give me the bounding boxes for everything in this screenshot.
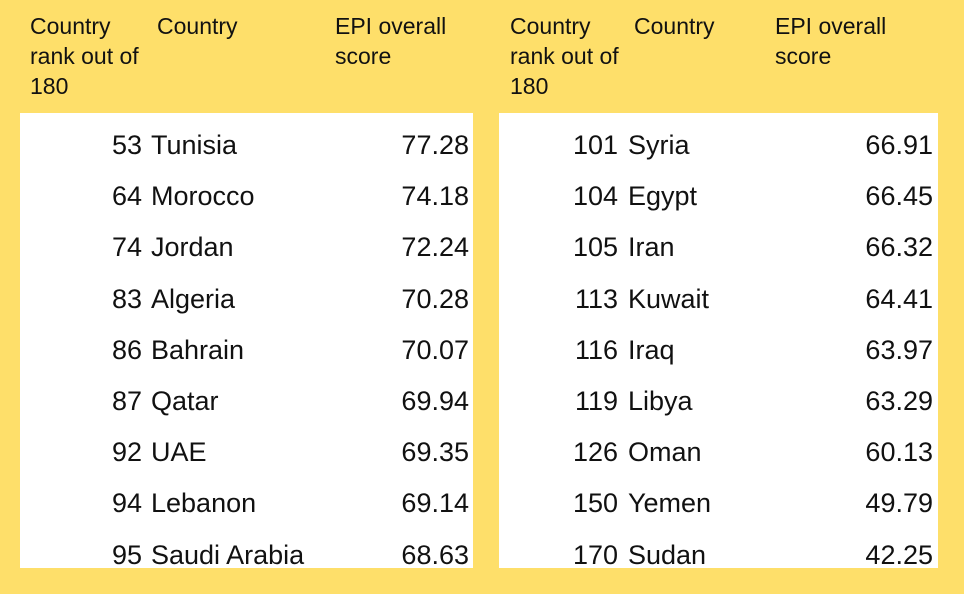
rank-cell: 104	[572, 181, 618, 212]
score-cell: 66.91	[865, 130, 933, 160]
rank-cell: 126	[572, 437, 618, 468]
country-cell: Lebanon	[151, 488, 257, 519]
score-cell: 69.14	[401, 488, 469, 519]
score-cell: 66.32	[865, 232, 933, 263]
rank-cell: 116	[574, 334, 618, 365]
country-cell: Syria	[628, 130, 690, 160]
score-cell: 72.24	[401, 232, 469, 263]
rank-cell: 94	[111, 488, 142, 519]
score-cell: 49.79	[865, 488, 933, 519]
rank-cell: 101	[572, 130, 618, 160]
rank-cell: 92	[111, 437, 142, 468]
rank-cell: 64	[111, 181, 142, 212]
score-cell: 64.41	[865, 283, 933, 314]
score-cell: 70.28	[401, 283, 469, 314]
country-cell: Algeria	[151, 283, 236, 314]
rank-cell: 170	[572, 539, 618, 570]
rank-cell: 150	[572, 488, 618, 519]
column-header: Country	[157, 13, 238, 39]
country-cell: Tunisia	[151, 130, 238, 160]
rank-cell: 119	[574, 386, 618, 416]
country-cell: Bahrain	[151, 334, 245, 365]
table-body	[499, 113, 938, 568]
score-cell: 63.97	[865, 334, 933, 365]
country-cell: UAE	[151, 437, 207, 468]
country-cell: Jordan	[151, 232, 234, 263]
score-cell: 68.63	[401, 539, 469, 570]
score-cell: 69.94	[401, 386, 469, 416]
country-cell: Egypt	[628, 181, 698, 212]
rank-cell: 86	[111, 334, 142, 365]
rank-cell: 95	[111, 539, 142, 570]
country-cell: Saudi Arabia	[151, 539, 305, 570]
score-cell: 42.25	[865, 539, 933, 570]
column-header: EPI overall score	[335, 13, 447, 69]
score-cell: 60.13	[865, 437, 933, 468]
rank-cell: 74	[111, 232, 142, 263]
country-cell: Oman	[628, 437, 702, 468]
rank-cell: 83	[111, 283, 142, 314]
score-cell: 63.29	[865, 386, 933, 416]
column-header: Country	[634, 13, 715, 39]
country-cell: Kuwait	[628, 283, 710, 314]
country-cell: Morocco	[151, 181, 255, 212]
score-cell: 74.18	[401, 181, 469, 212]
score-cell: 66.45	[865, 181, 933, 212]
country-cell: Iran	[628, 232, 675, 263]
rank-cell: 53	[111, 130, 142, 160]
score-cell: 69.35	[401, 437, 469, 468]
country-cell: Iraq	[628, 334, 675, 365]
table-body	[20, 113, 473, 568]
rank-cell: 87	[111, 386, 142, 416]
rank-cell: 105	[572, 232, 618, 263]
country-cell: Yemen	[628, 488, 712, 519]
score-cell: 70.07	[401, 334, 469, 365]
score-cell: 77.28	[401, 130, 469, 160]
column-header: Country rank out of 180	[30, 13, 139, 99]
country-cell: Sudan	[628, 539, 707, 570]
column-header: EPI overall score	[775, 13, 887, 69]
rank-cell: 113	[574, 283, 618, 314]
column-header: Country rank out of 180	[510, 13, 619, 99]
country-cell: Qatar	[151, 386, 219, 416]
country-cell: Libya	[628, 386, 693, 416]
